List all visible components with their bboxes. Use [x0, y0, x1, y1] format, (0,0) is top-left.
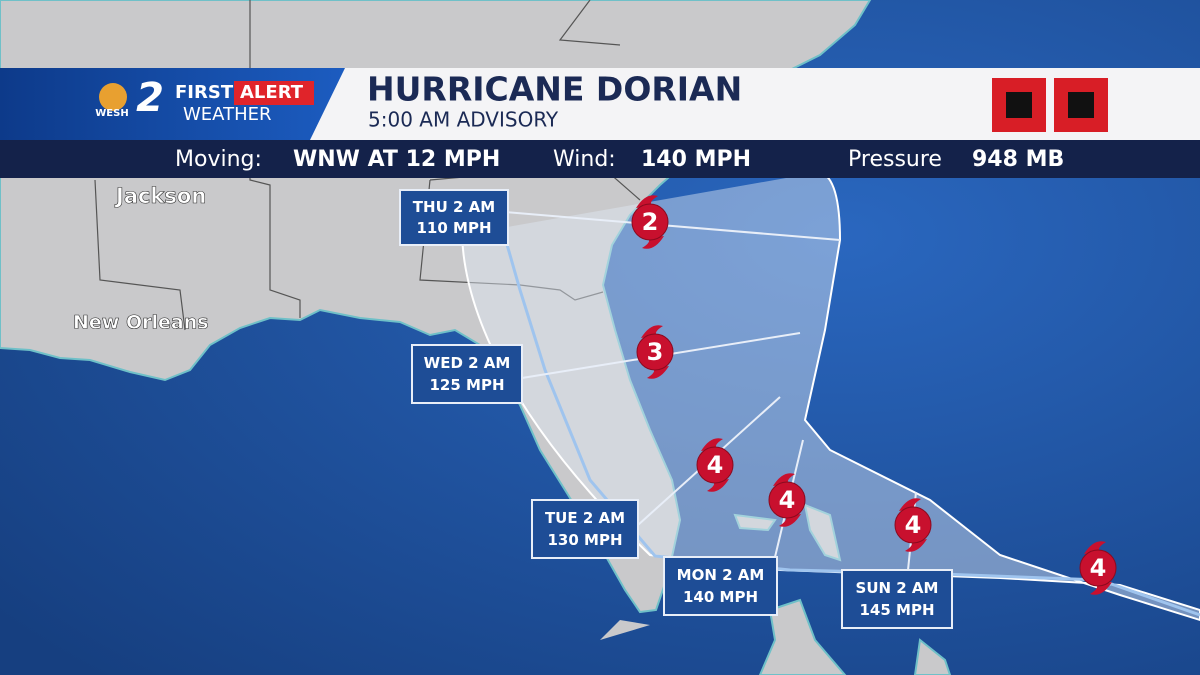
subtitle: 5:00 AM ADVISORY	[368, 108, 559, 132]
forecast-box	[411, 344, 523, 404]
wind-label: Wind:	[553, 147, 616, 172]
logo-alert: ALERT	[240, 82, 304, 103]
storm-circle	[696, 446, 734, 484]
storm-circle	[1079, 549, 1117, 587]
forecast-wind: 140 MPH	[683, 588, 758, 606]
storm-circle	[894, 506, 932, 544]
forecast-point: WED 2 AM 125 MPH	[411, 344, 523, 404]
moving-value: WNW AT 12 MPH	[293, 147, 500, 172]
forecast-time: WED 2 AM	[424, 354, 511, 372]
storm-circle	[768, 481, 806, 519]
storm-category: 2	[642, 208, 659, 236]
alert-badge	[234, 81, 314, 105]
storm-marker: 4	[894, 498, 932, 552]
forecast-box	[663, 556, 778, 616]
storm-marker: 2	[631, 195, 669, 249]
forecast-time: SUN 2 AM	[856, 579, 939, 597]
forecast-point: THU 2 AM 110 MPH	[399, 189, 509, 246]
alert-box-inner	[1006, 92, 1032, 118]
keys	[600, 620, 650, 640]
storm-marker: 3	[636, 325, 674, 379]
forecast-wind: 130 MPH	[547, 531, 622, 549]
forecast-wind: 145 MPH	[859, 601, 934, 619]
peacock-logo	[99, 83, 127, 111]
track-line	[498, 219, 1200, 617]
logo-number: 2	[136, 75, 164, 121]
storm-marker: 4	[1079, 541, 1117, 595]
logo-station: WESH	[95, 108, 128, 119]
forecast-point: SUN 2 AM 145 MPH	[841, 569, 953, 629]
storm-circle	[631, 203, 669, 241]
storm-category: 3	[647, 338, 664, 366]
islands	[733, 503, 952, 675]
forecast-time: TUE 2 AM	[545, 509, 625, 527]
pressure-value: 948 MB	[972, 147, 1064, 172]
storm-marker: 4	[768, 473, 806, 527]
forecast-box	[399, 189, 509, 246]
forecast-box	[531, 499, 639, 559]
forecast-point: MON 2 AM 140 MPH	[663, 556, 778, 616]
storm-marker: 4	[696, 438, 734, 492]
forecast-wind: 110 MPH	[416, 219, 491, 237]
city-label: Jackson	[114, 184, 206, 208]
wind-value: 140 MPH	[641, 147, 751, 172]
logo-first: FIRST	[175, 82, 234, 103]
title: HURRICANE DORIAN	[367, 70, 742, 109]
forecast-time: THU 2 AM	[413, 198, 495, 216]
city-label: New Orleans	[73, 312, 209, 334]
alert-box-inner	[1068, 92, 1094, 118]
storm-category: 4	[905, 511, 922, 539]
logo-weather: WEATHER	[183, 104, 272, 125]
pressure-label: Pressure	[848, 147, 942, 172]
forecast-wind: 125 MPH	[429, 376, 504, 394]
forecast-point: TUE 2 AM 130 MPH	[531, 499, 639, 559]
info-bar	[0, 140, 1200, 178]
storm-category: 4	[779, 486, 796, 514]
storm-circle	[636, 333, 674, 371]
forecast-time: MON 2 AM	[677, 566, 765, 584]
forecast-box	[841, 569, 953, 629]
storm-category: 4	[1090, 554, 1107, 582]
storm-category: 4	[707, 451, 724, 479]
moving-label: Moving:	[175, 147, 262, 172]
